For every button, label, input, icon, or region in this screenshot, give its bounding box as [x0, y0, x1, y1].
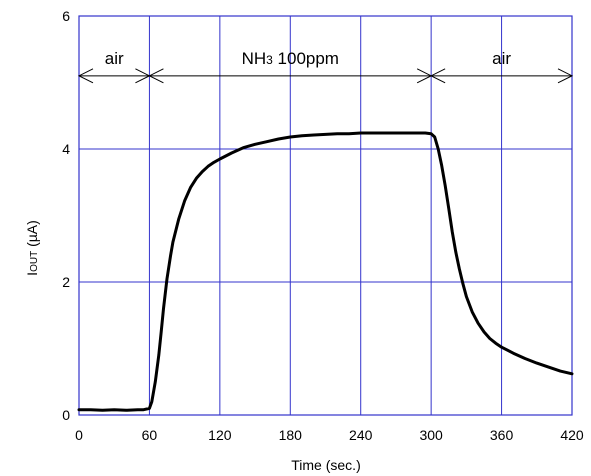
- annotations: air NH3 100ppm air: [77, 49, 574, 84]
- annotation-arrowhead-right: [557, 68, 574, 84]
- x-tick-label: 420: [560, 427, 584, 443]
- plot-frame: [78, 15, 573, 416]
- y-tick-label: 4: [62, 141, 70, 157]
- plot-curve: [77, 131, 574, 412]
- y-tick-labels: 0 2 4 6: [62, 8, 70, 423]
- y-axis-label: IOUT (µA): [24, 220, 40, 276]
- y-axis-label-main: I: [24, 272, 40, 276]
- annotation-label-rest: 100ppm: [273, 49, 339, 68]
- x-tick-label: 180: [279, 427, 303, 443]
- annotation-label: air: [105, 49, 124, 68]
- annotation-label-main: NH: [242, 49, 267, 68]
- x-tick-label: 120: [208, 427, 232, 443]
- series-line: [77, 131, 574, 412]
- annotation-label-main: air: [105, 49, 124, 68]
- annotation-label: NH3 100ppm: [242, 49, 339, 68]
- x-tick-labels: 0 60 120 180 240 300 360 420: [75, 427, 584, 443]
- y-tick-label: 6: [62, 8, 70, 24]
- x-tick-label: 300: [419, 427, 443, 443]
- y-axis-label-sub: OUT: [29, 251, 40, 272]
- x-tick-label: 0: [75, 427, 83, 443]
- annotation-arrowhead-left: [148, 68, 164, 84]
- annotation-arrowhead-left: [430, 68, 446, 84]
- y-axis-label-unit: (µA): [24, 220, 40, 251]
- plot-border: [78, 15, 573, 416]
- annotation-label-main: air: [492, 49, 511, 68]
- y-tick-label: 0: [62, 407, 70, 423]
- annotation-label-sub: 3: [266, 53, 273, 67]
- y-tick-label: 2: [62, 274, 70, 290]
- x-axis-label: Time (sec.): [291, 457, 360, 473]
- x-tick-label: 240: [349, 427, 373, 443]
- x-tick-label: 60: [142, 427, 158, 443]
- annotation-label: air: [492, 49, 511, 68]
- x-tick-label: 360: [490, 427, 514, 443]
- annotation-arrowhead-left: [77, 68, 94, 84]
